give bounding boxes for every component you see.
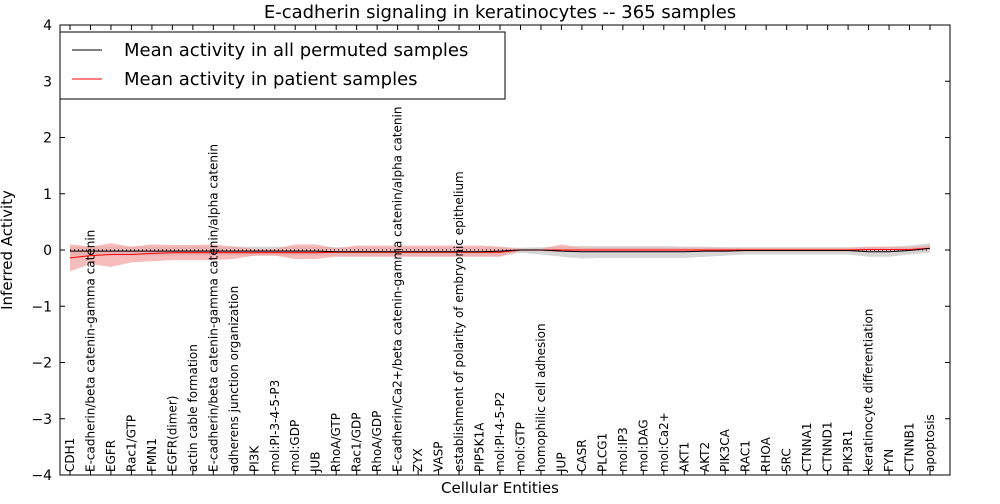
y-tick-label: −3 xyxy=(31,412,52,428)
category-label: AKT1 xyxy=(677,442,691,472)
category-label: PIP5K1A xyxy=(473,422,487,472)
category-label: PIK3CA xyxy=(718,428,732,472)
category-label: PI3K xyxy=(247,445,261,472)
y-tick-label: −2 xyxy=(31,356,52,372)
category-label: EGFR(dimer) xyxy=(165,396,179,472)
series-line-2 xyxy=(69,247,931,259)
chart-title: E-cadherin signaling in keratinocytes --… xyxy=(264,2,736,23)
category-label: RhoA/GTP xyxy=(329,413,343,472)
category-label: JUP xyxy=(554,452,568,473)
category-label: mol:PI-4-5-P2 xyxy=(493,392,507,472)
y-tick-label: −4 xyxy=(31,468,52,484)
category-label: AKT2 xyxy=(698,442,712,472)
category-label: mol:GDP xyxy=(288,420,302,472)
y-tick-label: 0 xyxy=(43,243,52,259)
category-label: CTNNB1 xyxy=(903,422,917,472)
category-label: mol:PI-3-4-5-P3 xyxy=(268,380,282,472)
category-label: CASR xyxy=(575,439,589,472)
category-label: RAC1 xyxy=(739,440,753,472)
category-label: CTNNA1 xyxy=(800,422,814,472)
category-label: PLCG1 xyxy=(595,433,609,472)
category-label: mol:GTP xyxy=(513,422,527,472)
x-axis-label: Cellular Entities xyxy=(441,479,559,497)
category-label: CTNND1 xyxy=(821,421,835,472)
category-label: apoptosis xyxy=(923,414,937,472)
category-label: adherens junction organization xyxy=(227,286,241,472)
category-label: RhoA/GDP xyxy=(370,411,384,472)
category-label: Rac1/GDP xyxy=(350,413,364,472)
legend: Mean activity in all permuted samples Mea… xyxy=(59,31,506,100)
y-axis: −4 −3 −2 −1 0 1 2 3 4 xyxy=(31,18,950,484)
series-line-1 xyxy=(70,247,931,253)
bands-layer xyxy=(70,243,930,272)
category-label: E-cadherin/beta catenin-gamma catenin/al… xyxy=(206,144,220,472)
category-label: E-cadherin/beta catenin-gamma catenin xyxy=(83,230,97,472)
category-label: ZYX xyxy=(411,448,425,472)
category-label: VASP xyxy=(432,441,446,472)
category-label: Rac1/GTP xyxy=(124,415,138,472)
y-tick-label: 4 xyxy=(43,18,52,34)
category-label: E-cadherin/Ca2+/beta catenin-gamma caten… xyxy=(391,107,405,472)
category-label: FMN1 xyxy=(145,438,159,472)
y-tick-label: −1 xyxy=(31,299,52,315)
y-axis-label: Inferred Activity xyxy=(0,190,16,310)
category-label: homophilic cell adhesion xyxy=(534,323,548,472)
lines-layer xyxy=(69,247,931,259)
category-label: EGFR xyxy=(104,440,118,472)
legend-label-1: Mean activity in all permuted samples xyxy=(124,40,468,61)
category-label: establishment of polarity of embryonic e… xyxy=(452,171,466,472)
legend-label-2: Mean activity in patient samples xyxy=(124,69,418,90)
category-label: FYN xyxy=(882,449,896,472)
category-label: RHOA xyxy=(759,436,773,472)
y-tick-label: 2 xyxy=(43,131,52,147)
category-label: mol:Ca2+ xyxy=(657,412,671,472)
y-tick-label: 1 xyxy=(43,187,52,203)
category-label: keratinocyte differentiation xyxy=(862,309,876,472)
legend-box xyxy=(59,31,506,100)
category-label: mol:IP3 xyxy=(616,427,630,472)
x-axis xyxy=(69,25,931,475)
category-label: SRC xyxy=(780,448,794,472)
category-label: JUB xyxy=(309,451,323,473)
category-label: PIK3R1 xyxy=(841,430,855,472)
y-tick-label: 3 xyxy=(43,74,52,90)
category-label: mol:DAG xyxy=(636,419,650,472)
category-label: CDH1 xyxy=(63,438,77,472)
category-label: actin cable formation xyxy=(186,344,200,472)
category-labels-layer: CDH1 E-cadherin/beta catenin-gamma cateni… xyxy=(63,107,937,473)
